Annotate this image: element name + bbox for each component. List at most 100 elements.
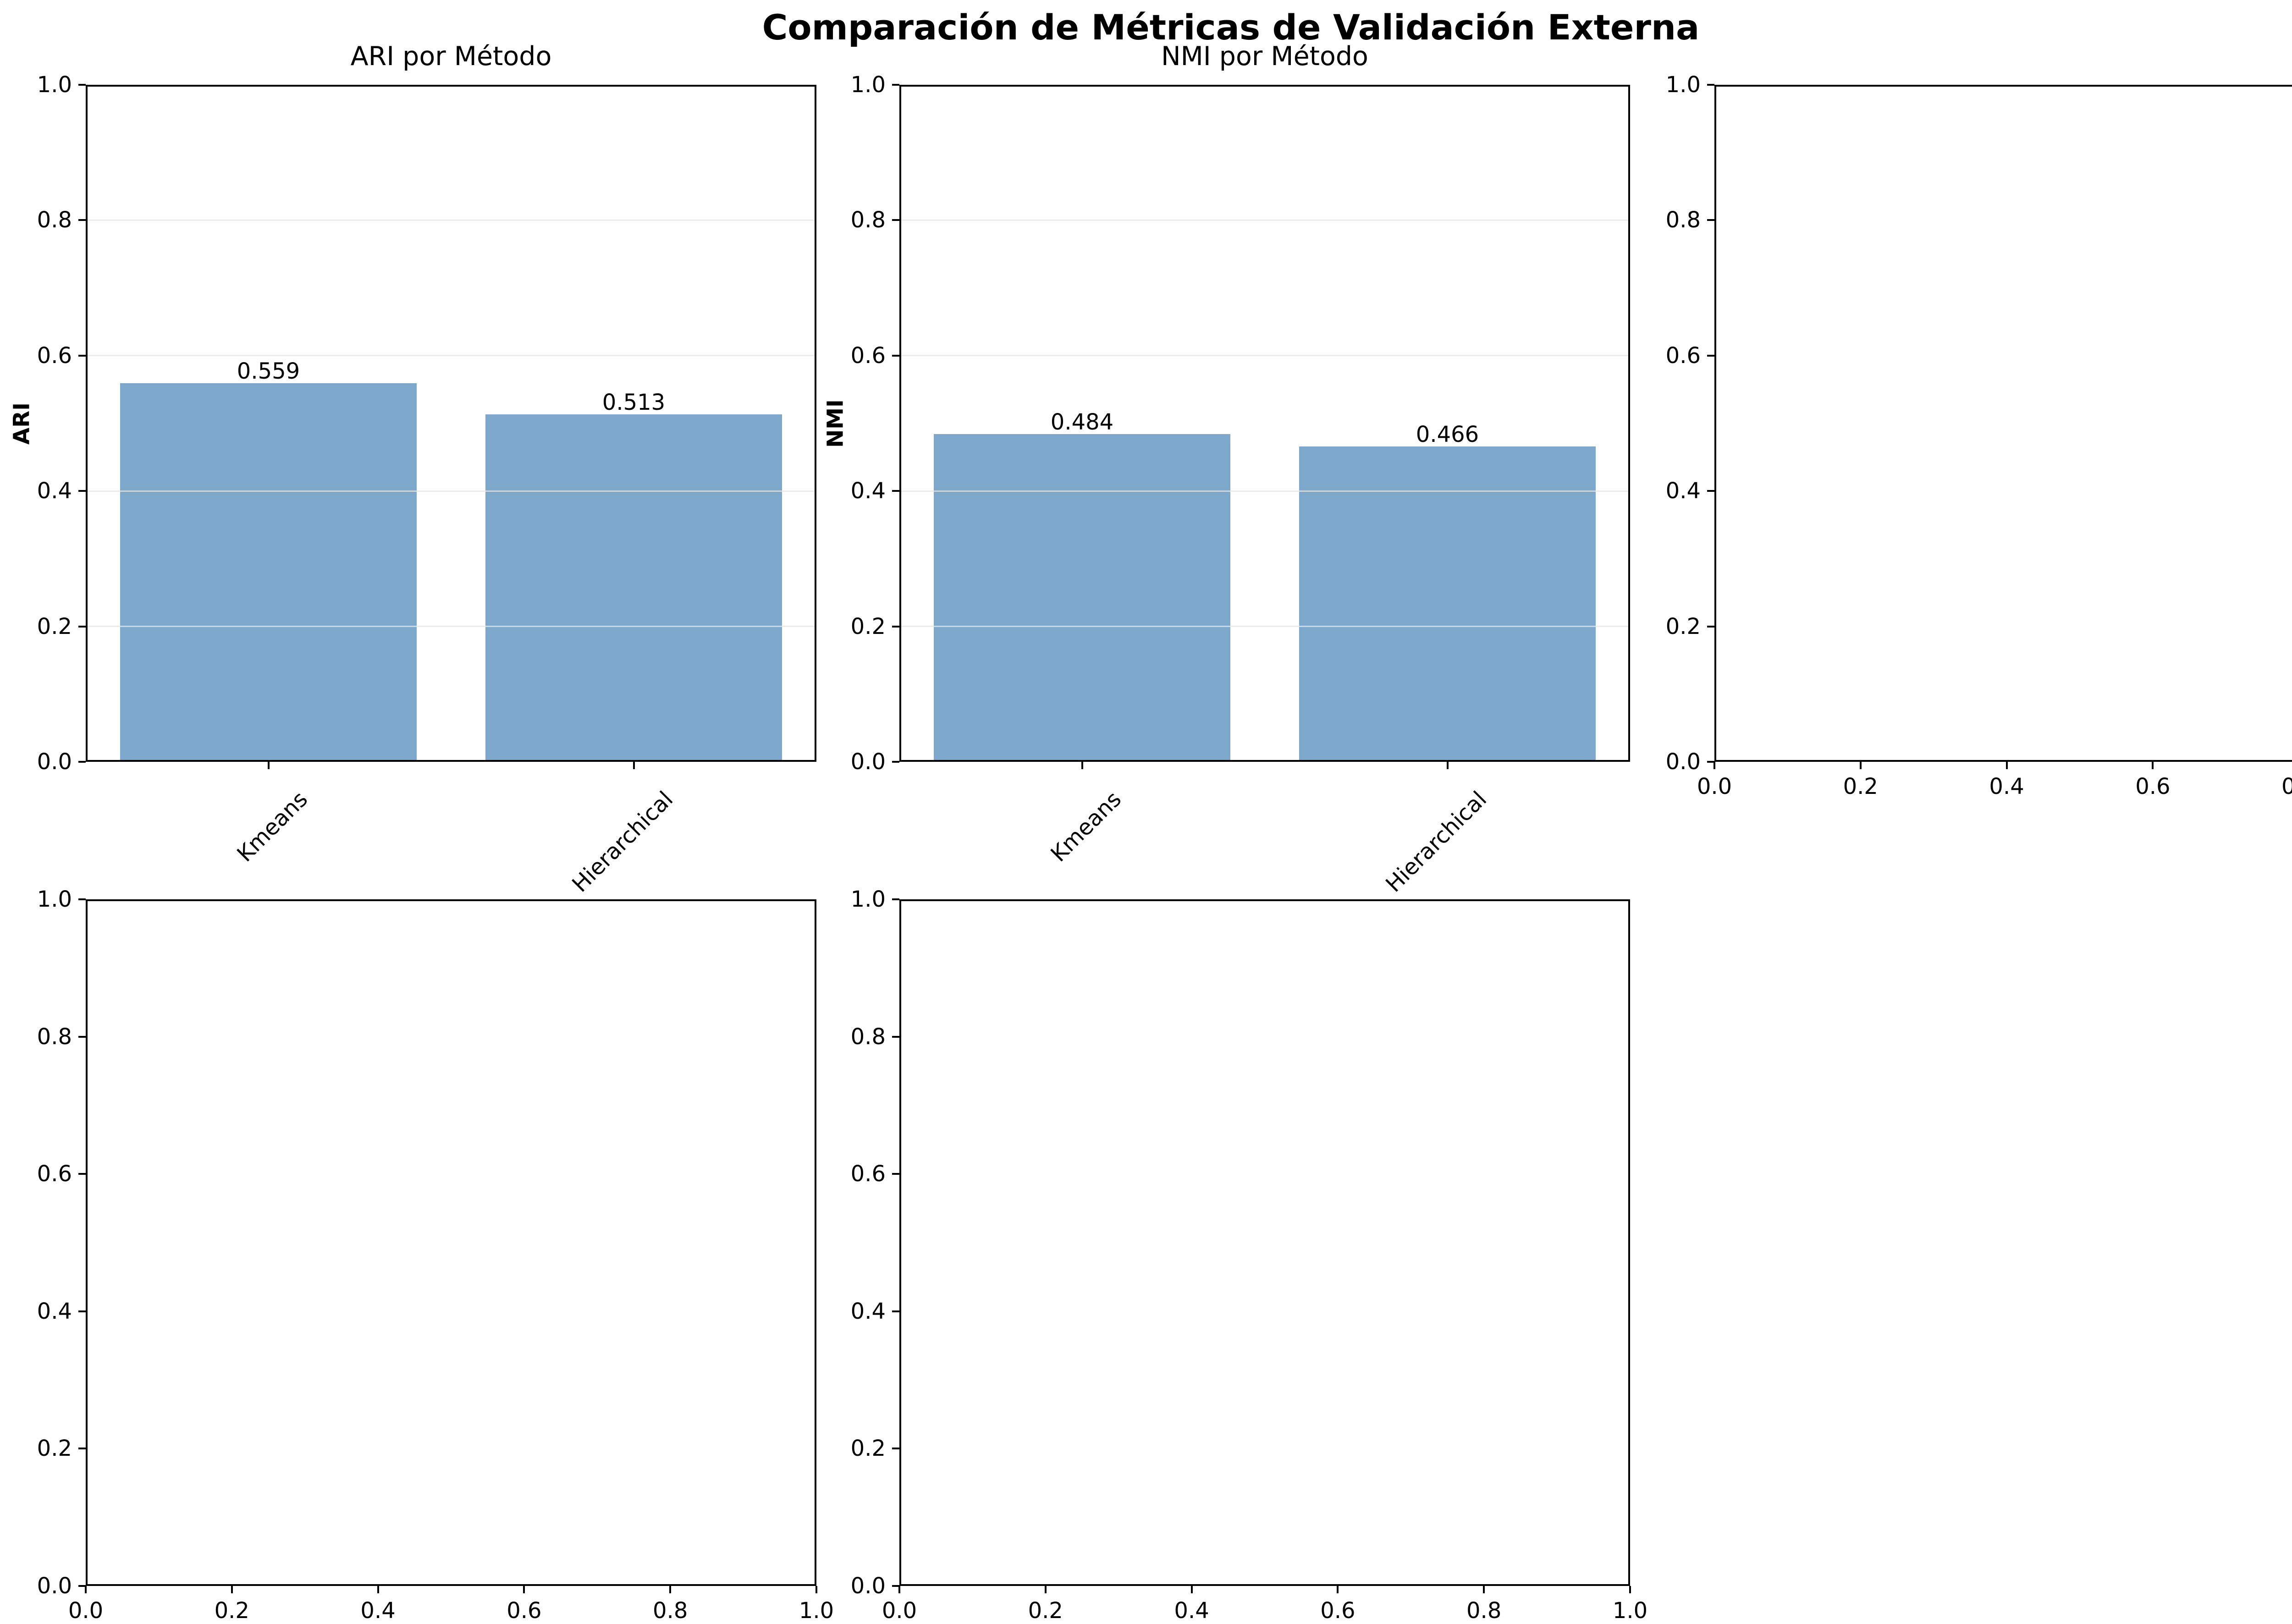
x-tick [231, 1586, 233, 1593]
y-tick-label: 0.8 [37, 207, 72, 233]
y-tick [1707, 354, 1714, 357]
y-tick-label: 0.4 [850, 478, 886, 504]
subplot-empty-1 [1714, 85, 2292, 762]
y-tick-label: 0.0 [37, 749, 72, 775]
y-tick-label: 0.0 [850, 749, 886, 775]
x-tick [815, 1586, 817, 1593]
y-tick [78, 1585, 86, 1587]
y-tick-label: 0.0 [850, 1573, 886, 1599]
y-tick [892, 625, 899, 628]
subplot-title: ARI por Método [350, 41, 552, 72]
y-tick-label: 0.4 [37, 478, 72, 504]
y-tick-label: 0.6 [850, 1161, 886, 1187]
bar-kmeans [934, 434, 1230, 762]
x-tick [669, 1586, 672, 1593]
gridline [899, 490, 1630, 492]
subplot-ari [86, 85, 816, 762]
y-tick-label: 0.4 [37, 1298, 72, 1324]
y-tick-label: 0.2 [850, 1436, 886, 1462]
y-tick-label: 0.6 [37, 342, 72, 369]
y-tick [892, 1310, 899, 1312]
x-tick-label: 0.4 [1989, 774, 2024, 799]
gridline [86, 355, 816, 357]
x-tick-label: 0.2 [1028, 1598, 1063, 1624]
x-tick [1446, 762, 1449, 769]
x-tick [898, 1586, 900, 1593]
y-tick-label: 0.2 [37, 1436, 72, 1462]
y-tick-label: 1.0 [37, 886, 72, 912]
x-tick [1629, 1586, 1631, 1593]
y-tick [892, 1585, 899, 1587]
y-tick [78, 490, 86, 492]
x-tick [1190, 1586, 1193, 1593]
x-tick-label: 0.6 [2135, 774, 2171, 799]
y-tick [892, 1035, 899, 1038]
y-tick [892, 84, 899, 86]
bar-value-label: 0.559 [237, 358, 300, 385]
bar-value-label: 0.484 [1050, 409, 1114, 435]
y-tick-label: 0.2 [1665, 613, 1701, 639]
y-tick [78, 1310, 86, 1312]
gridline [899, 219, 1630, 221]
y-tick-label: 1.0 [1665, 72, 1701, 98]
x-tick-label: 0.2 [1843, 774, 1878, 799]
gridline [899, 355, 1630, 357]
x-tick [1337, 1586, 1339, 1593]
y-tick [78, 1173, 86, 1175]
x-tick [267, 762, 270, 769]
x-tick [1483, 1586, 1485, 1593]
x-tick [1713, 762, 1715, 769]
x-tick [1859, 762, 1862, 769]
x-tick-label: 0.0 [882, 1598, 917, 1624]
y-tick [892, 1448, 899, 1450]
y-tick [892, 219, 899, 221]
x-tick-label: 0.8 [2281, 774, 2292, 799]
y-tick [78, 1035, 86, 1038]
y-tick [1707, 490, 1714, 492]
y-tick [78, 354, 86, 357]
y-tick-label: 0.8 [850, 1024, 886, 1050]
y-tick [1707, 84, 1714, 86]
gridline [86, 490, 816, 492]
y-tick-label: 0.8 [850, 207, 886, 233]
y-tick [78, 1448, 86, 1450]
y-tick [892, 354, 899, 357]
y-tick-label: 0.0 [1665, 749, 1701, 775]
x-tick [377, 1586, 379, 1593]
y-tick [78, 219, 86, 221]
y-tick-label: 0.6 [1665, 342, 1701, 369]
y-tick-label: 0.8 [37, 1024, 72, 1050]
y-tick [892, 761, 899, 763]
y-tick [1707, 219, 1714, 221]
bar-kmeans [120, 383, 417, 762]
subplot-empty-2 [86, 899, 816, 1586]
y-tick [78, 625, 86, 628]
x-tick [2152, 762, 2154, 769]
y-tick-label: 0.6 [37, 1161, 72, 1187]
x-tick-label: 0.8 [653, 1598, 688, 1624]
gridline [86, 626, 816, 628]
x-tick-label: 0.0 [68, 1598, 104, 1624]
subplot-empty-3 [899, 899, 1630, 1586]
y-axis-label: NMI [822, 399, 848, 448]
y-tick [78, 898, 86, 900]
y-tick-label: 0.2 [850, 613, 886, 639]
y-tick-label: 0.2 [37, 613, 72, 639]
bar-hierarchical [1299, 446, 1596, 762]
subplot-nmi [899, 85, 1630, 762]
y-tick [892, 1173, 899, 1175]
bar-value-label: 0.466 [1416, 421, 1479, 447]
x-tick-label: 0.2 [214, 1598, 249, 1624]
subplot-title: NMI por Método [1161, 41, 1368, 72]
x-tick-label: 0.4 [360, 1598, 396, 1624]
y-tick [1707, 761, 1714, 763]
y-tick [892, 898, 899, 900]
x-tick [1044, 1586, 1047, 1593]
x-tick [85, 1586, 87, 1593]
y-tick-label: 0.4 [1665, 478, 1701, 504]
y-tick-label: 0.6 [850, 342, 886, 369]
x-tick-label: 1.0 [1612, 1598, 1648, 1624]
figure-title: Comparación de Métricas de Validación Ex… [762, 7, 1700, 48]
bar-hierarchical [485, 414, 782, 762]
